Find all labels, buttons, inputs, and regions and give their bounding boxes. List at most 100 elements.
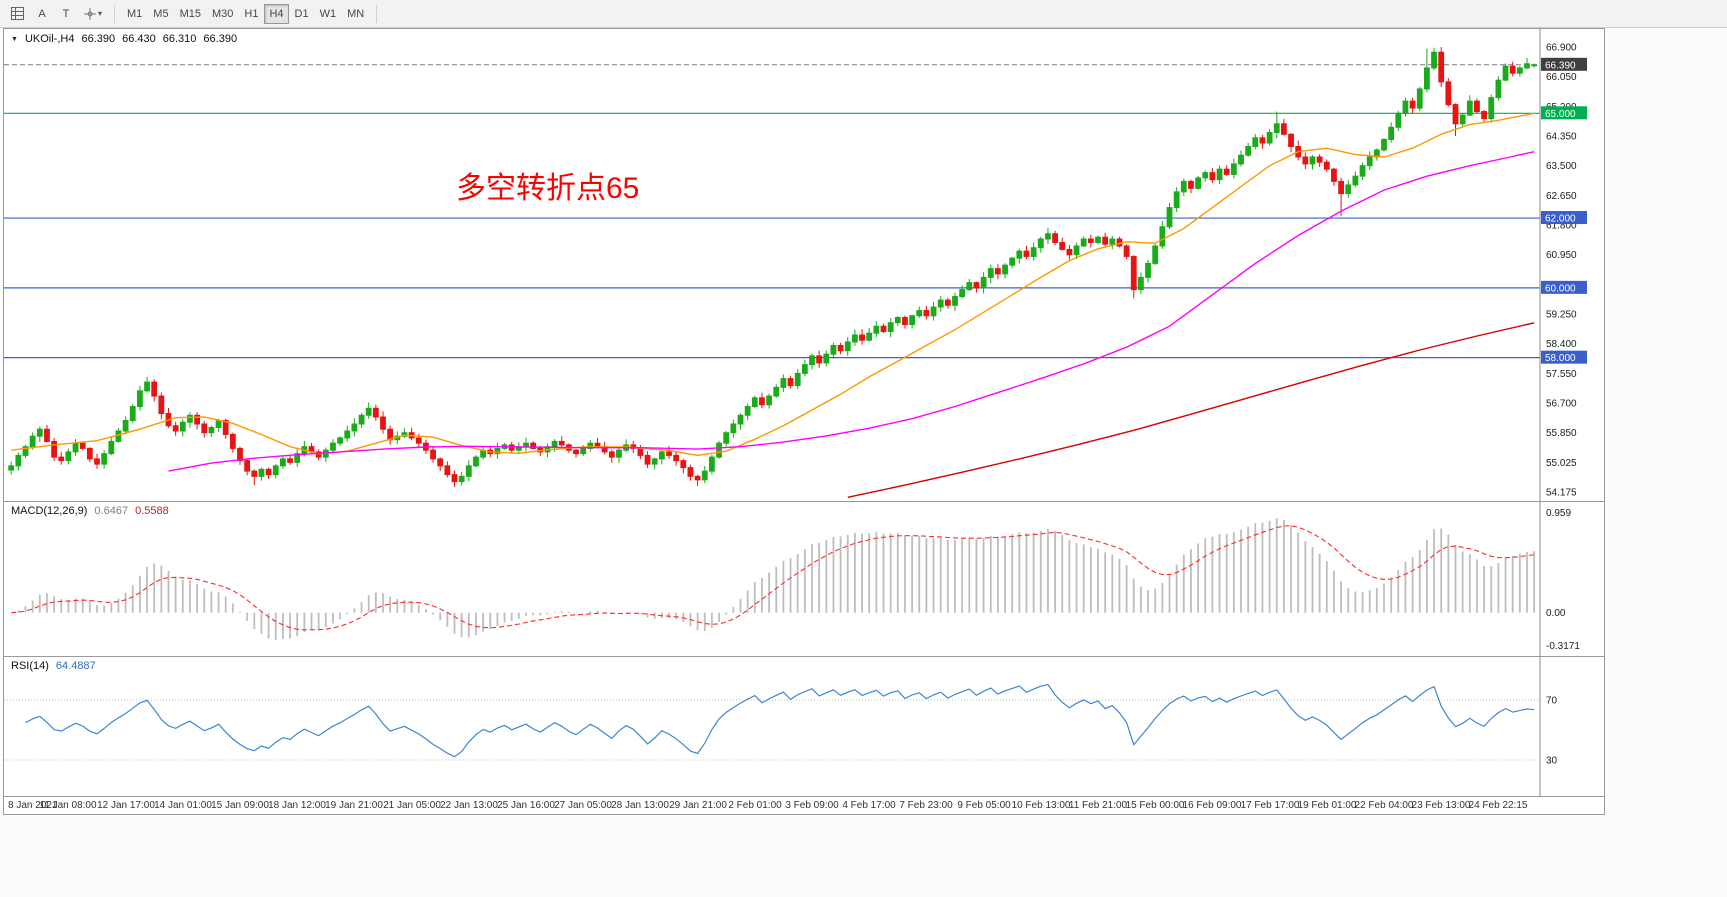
ma-mid-line	[168, 151, 1535, 472]
time-axis-label: 2 Feb 01:00	[728, 800, 782, 811]
rsi-value: 64.4887	[55, 660, 96, 672]
ma-fast-line	[11, 112, 1535, 457]
hline-58.000-badge-bg	[1541, 350, 1587, 364]
time-axis-label: 4 Feb 17:00	[842, 800, 896, 811]
time-axis-label: 11 Jan 08:00	[39, 800, 97, 811]
symbol-title[interactable]: ▼ UKOil-,H4 66.390 66.430 66.310 66.390	[11, 33, 237, 45]
hline-60.000-badge-bg	[1541, 280, 1587, 294]
chart-window: 66.90066.05065.20064.35063.50062.65061.8…	[3, 28, 1605, 815]
chevron-down-icon: ▼	[11, 35, 18, 43]
time-axis-label: 14 Jan 01:00	[154, 800, 212, 811]
price-axis-label: 58.400	[1546, 339, 1577, 350]
price-chart[interactable]: 66.90066.05065.20064.35063.50062.65061.8…	[4, 29, 1604, 501]
hline-58.000-badge: 58.000	[1545, 353, 1576, 364]
time-axis-label: 3 Feb 09:00	[785, 800, 839, 811]
price-axis-label: 55.850	[1546, 428, 1577, 439]
timeframe-w1[interactable]: W1	[315, 4, 342, 24]
objects-dropdown-button[interactable]: ▾	[79, 4, 107, 24]
time-axis-label: 19 Feb 01:00	[1297, 800, 1357, 811]
time-axis[interactable]: 8 Jan 2021 11 Jan 08:00 12 Jan 17:00 14 Jan…	[4, 796, 1604, 816]
time-axis-label: 22 Feb 04:00	[1354, 800, 1414, 811]
timeframe-m15[interactable]: M15	[175, 4, 206, 24]
hline-60.000-badge: 60.000	[1545, 283, 1576, 294]
price-axis-label: 64.350	[1546, 132, 1577, 143]
macd-name: MACD(12,26,9)	[11, 505, 88, 517]
time-axis-label: 15 Feb 00:00	[1125, 800, 1185, 811]
macd-axis-label: 0.959	[1546, 508, 1571, 519]
price-axis-label: 56.700	[1546, 399, 1577, 410]
cursor-arrow-button[interactable]: A	[31, 4, 53, 24]
time-axis-label: 22 Jan 13:00	[440, 800, 498, 811]
timeframe-group: M1 M5 M15 M30 H1 H4 D1 W1 MN	[122, 3, 369, 24]
timeframe-mn[interactable]: MN	[342, 4, 369, 24]
macd-panel: 0.959 0.00 -0.3171 MACD(12,26,9) 0.6467 0.…	[4, 501, 1604, 656]
rsi-name: RSI(14)	[11, 660, 49, 672]
macd-signal-value: 0.5588	[135, 505, 169, 517]
rsi-axis-label: 70	[1546, 696, 1558, 707]
time-axis-label: 21 Jan 05:00	[383, 800, 441, 811]
macd-chart[interactable]: 0.959 0.00 -0.3171	[4, 502, 1604, 656]
timeframe-m5[interactable]: M5	[148, 4, 173, 24]
rsi-chart[interactable]: 70 30	[4, 657, 1604, 796]
macd-main-value: 0.6467	[94, 505, 129, 517]
price-axis-label: 66.050	[1546, 72, 1577, 83]
rsi-axis-label: 30	[1546, 756, 1558, 767]
chart-grid-icon	[11, 7, 24, 20]
timeframe-h4[interactable]: H4	[264, 3, 289, 24]
rsi-label: RSI(14) 64.4887	[11, 660, 96, 672]
current-price-badge-bg	[1541, 57, 1587, 71]
macd-label: MACD(12,26,9) 0.6467 0.5588	[11, 505, 169, 517]
toolbar: A T ▾ M1 M5 M15 M30 H1 H4 D1 W1 MN	[0, 0, 1727, 28]
hline-62.000-badge: 62.000	[1545, 214, 1576, 225]
rsi-line	[25, 683, 1535, 758]
timeframe-m1[interactable]: M1	[122, 4, 147, 24]
hline-65.000-badge: 65.000	[1545, 109, 1576, 120]
text-tool-button[interactable]: T	[55, 4, 77, 24]
timeframe-m30[interactable]: M30	[207, 4, 238, 24]
time-axis-label: 19 Jan 21:00	[325, 800, 383, 811]
price-axis-label: 62.650	[1546, 191, 1577, 202]
rsi-panel: 70 30 RSI(14) 64.4887	[4, 656, 1604, 796]
chart-annotation-text[interactable]: 多空转折点65	[456, 172, 640, 205]
timeframe-d1[interactable]: D1	[290, 4, 314, 24]
time-axis-label: 8 Jan 2021	[8, 800, 58, 811]
toolbar-separator	[376, 4, 378, 23]
bar-high-value: 66.430	[122, 33, 156, 45]
time-axis-label: 9 Feb 05:00	[957, 800, 1011, 811]
time-axis-label: 27 Jan 05:00	[554, 800, 612, 811]
time-axis-label: 25 Jan 16:00	[497, 800, 555, 811]
symbol-name: UKOil-,H4	[24, 33, 75, 45]
timeframe-h1[interactable]: H1	[239, 4, 263, 24]
time-axis-label: 29 Jan 21:00	[669, 800, 727, 811]
time-axis-label: 11 Feb 21:00	[1068, 800, 1128, 811]
time-axis-label: 7 Feb 23:00	[899, 800, 953, 811]
price-axis-label: 59.250	[1546, 310, 1577, 321]
main-chart-panel: 66.90066.05065.20064.35063.50062.65061.8…	[4, 29, 1604, 501]
bar-close-value: 66.390	[203, 33, 238, 45]
current-price-badge: 66.390	[1545, 60, 1576, 71]
macd-axis-label: 0.00	[1546, 608, 1566, 619]
price-axis-label: 60.950	[1546, 250, 1577, 261]
time-axis-label: 12 Jan 17:00	[97, 800, 155, 811]
time-axis-label: 24 Feb 22:15	[1468, 800, 1528, 811]
price-axis-label: 63.500	[1546, 161, 1577, 172]
price-axis-label: 57.550	[1546, 369, 1577, 380]
time-axis-label: 28 Jan 13:00	[611, 800, 669, 811]
toolbar-separator	[114, 4, 116, 23]
time-axis-label: 18 Jan 12:00	[268, 800, 326, 811]
chart-grid-button[interactable]	[6, 4, 29, 24]
crosshair-icon	[84, 7, 96, 20]
time-axis-label: 17 Feb 17:00	[1240, 800, 1300, 811]
price-axis-label: 54.175	[1546, 488, 1577, 499]
time-axis-label: 16 Feb 09:00	[1182, 800, 1242, 811]
macd-axis-label: -0.3171	[1546, 641, 1580, 652]
time-axis-label: 15 Jan 09:00	[211, 800, 269, 811]
price-axis-label: 61.800	[1546, 221, 1577, 232]
price-axis-label: 55.025	[1546, 458, 1577, 469]
hline-65.000-badge-bg	[1541, 106, 1587, 120]
chevron-down-icon: ▾	[98, 9, 103, 18]
price-axis-label: 66.900	[1546, 43, 1577, 54]
ma-slow-line	[847, 322, 1535, 498]
bar-low-value: 66.310	[162, 33, 197, 45]
